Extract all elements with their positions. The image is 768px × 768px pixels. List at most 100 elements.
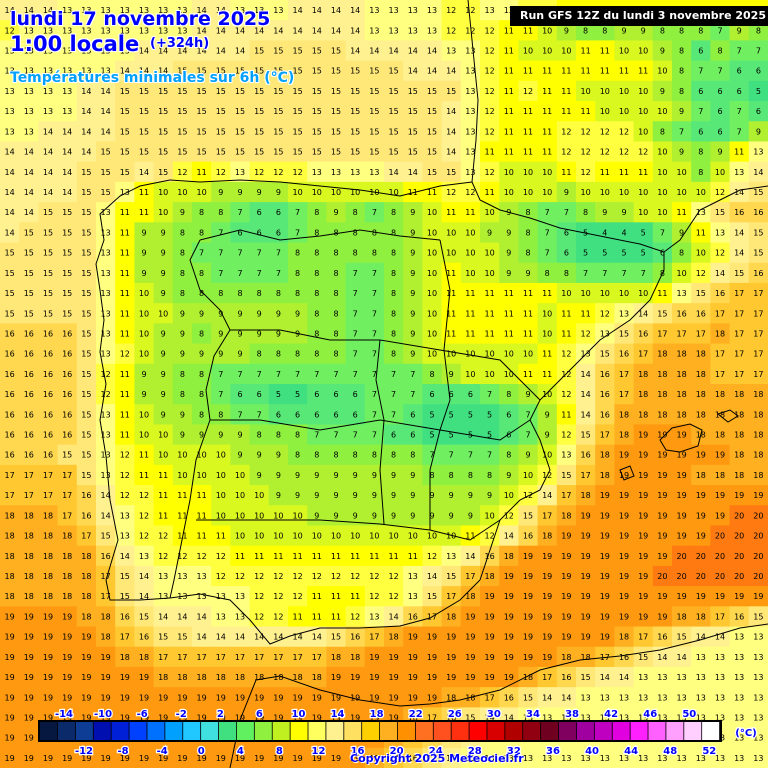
grid-value: 15 <box>753 249 763 258</box>
grid-value: 19 <box>600 612 610 621</box>
grid-value: 9 <box>141 370 146 379</box>
grid-value: 15 <box>427 168 437 177</box>
grid-value: 16 <box>139 633 149 642</box>
grid-value: 9 <box>391 511 396 520</box>
grid-value: 7 <box>698 67 703 76</box>
grid-value: 19 <box>619 532 629 541</box>
grid-value: 14 <box>369 47 379 56</box>
grid-value: 20 <box>677 552 687 561</box>
grid-value: 19 <box>715 451 725 460</box>
grid-value: 10 <box>657 188 667 197</box>
grid-value: 7 <box>353 350 358 359</box>
temperature-cell <box>230 161 251 183</box>
temperature-cell <box>729 181 750 203</box>
grid-value: 12 <box>389 572 399 581</box>
temperature-cell <box>57 20 78 42</box>
temperature-cell <box>537 121 558 143</box>
grid-value: 15 <box>254 47 264 56</box>
grid-value: 8 <box>698 26 703 35</box>
temperature-cell <box>576 121 596 143</box>
temperature-cell <box>134 141 155 163</box>
grid-value: 15 <box>446 87 456 96</box>
grid-value: 18 <box>696 612 706 621</box>
grid-value: 18 <box>43 532 53 541</box>
grid-value: 16 <box>5 451 15 460</box>
grid-value: 12 <box>120 350 130 359</box>
grid-value: 13 <box>408 572 418 581</box>
grid-value: 13 <box>465 168 475 177</box>
temperature-cell <box>326 161 347 183</box>
grid-value: 9 <box>180 208 185 217</box>
grid-value: 19 <box>523 552 533 561</box>
grid-value: 19 <box>408 653 418 662</box>
grid-value: 17 <box>120 633 130 642</box>
temperature-cell <box>19 0 39 21</box>
grid-value: 9 <box>410 491 415 500</box>
grid-value: 14 <box>677 653 687 662</box>
grid-value: 12 <box>312 572 322 581</box>
grid-value: 10 <box>542 168 552 177</box>
grid-value: 12 <box>216 168 226 177</box>
grid-value: 19 <box>715 491 725 500</box>
grid-value: 8 <box>180 370 185 379</box>
grid-value: 9 <box>180 431 185 440</box>
grid-value: 19 <box>523 572 533 581</box>
grid-value: 18 <box>43 572 53 581</box>
grid-value: 16 <box>24 329 34 338</box>
grid-value: 9 <box>161 390 166 399</box>
grid-value: 16 <box>350 633 360 642</box>
temperature-cell <box>384 161 404 183</box>
grid-value: 17 <box>677 329 687 338</box>
temperature-cell <box>633 60 654 82</box>
temperature-cell <box>480 60 500 82</box>
legend-unit: (°C) <box>735 728 756 739</box>
grid-value: 12 <box>177 168 187 177</box>
grid-value: 12 <box>561 390 571 399</box>
grid-value: 10 <box>638 87 648 96</box>
temperature-cell <box>288 161 308 183</box>
grid-value: 13 <box>734 633 744 642</box>
grid-value: 11 <box>561 107 571 116</box>
legend-label-bottom: 40 <box>585 746 599 757</box>
grid-value: 11 <box>677 208 687 217</box>
grid-value: 18 <box>734 431 744 440</box>
temperature-cell <box>556 60 577 82</box>
grid-value: 15 <box>350 87 360 96</box>
grid-value: 11 <box>120 309 130 318</box>
grid-value: 13 <box>408 26 418 35</box>
grid-value: 9 <box>218 431 223 440</box>
temperature-cell <box>38 202 59 223</box>
temperature-cell <box>0 80 20 102</box>
temperature-cell <box>268 60 289 82</box>
grid-value: 15 <box>369 148 379 157</box>
grid-value: 9 <box>314 511 319 520</box>
grid-value: 7 <box>353 269 358 278</box>
temperature-cell <box>115 20 135 42</box>
grid-value: 8 <box>525 249 530 258</box>
temperature-cell <box>76 60 97 82</box>
grid-value: 17 <box>542 673 552 682</box>
grid-value: 18 <box>5 532 15 541</box>
grid-value: 19 <box>638 491 648 500</box>
grid-value: 15 <box>197 107 207 116</box>
grid-value: 19 <box>369 673 379 682</box>
grid-value: 11 <box>120 269 130 278</box>
grid-value: 15 <box>197 148 207 157</box>
grid-value: 9 <box>410 208 415 217</box>
grid-value: 8 <box>583 208 588 217</box>
temperature-cell <box>96 0 116 21</box>
temperature-cell <box>345 80 366 102</box>
grid-value: 13 <box>158 572 168 581</box>
grid-value: 15 <box>81 350 91 359</box>
grid-value: 9 <box>141 228 146 237</box>
temperature-cell <box>384 20 404 42</box>
temperature-cell <box>614 121 635 143</box>
grid-value: 15 <box>389 67 399 76</box>
temperature-cell <box>556 121 577 143</box>
grid-value: 19 <box>485 592 495 601</box>
grid-value: 9 <box>564 188 569 197</box>
legend-swatch <box>165 722 183 740</box>
temperature-cell <box>230 20 251 42</box>
grid-value: 12 <box>485 87 495 96</box>
temperature-cell <box>326 0 347 21</box>
